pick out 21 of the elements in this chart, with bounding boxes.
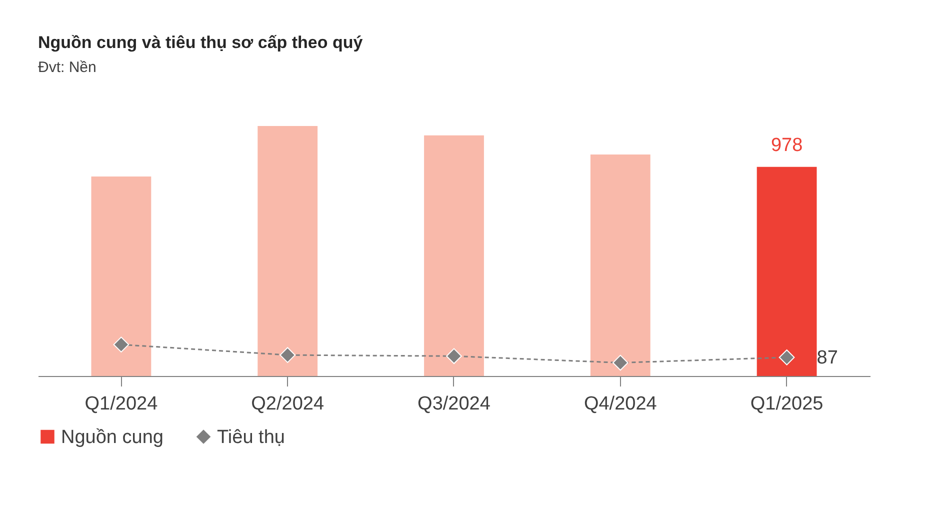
bar <box>756 166 817 376</box>
legend-label: Nguồn cung <box>61 426 164 448</box>
bar <box>424 135 484 376</box>
data-label: 87 <box>816 347 838 368</box>
bar <box>91 176 152 376</box>
data-label: 978 <box>770 134 803 156</box>
point <box>113 336 130 352</box>
legend-label: Tiêu thụ <box>217 426 285 448</box>
x-tick-label: Q4/2024 <box>584 394 658 414</box>
bar <box>258 126 318 376</box>
point <box>778 349 795 366</box>
chart-title: Nguồn cung và tiêu thụ sơ cấp theo quý <box>38 33 364 52</box>
chart-subtitle: Đvt: Nền <box>38 59 96 76</box>
x-tick-label: Q2/2024 <box>251 394 324 414</box>
point <box>280 347 296 363</box>
point <box>612 354 628 371</box>
x-tick-label: Q1/2025 <box>750 394 824 414</box>
bar <box>590 154 650 376</box>
x-tick-label: Q1/2024 <box>84 394 158 414</box>
point <box>446 348 462 364</box>
x-tick-label: Q3/2024 <box>418 394 491 414</box>
